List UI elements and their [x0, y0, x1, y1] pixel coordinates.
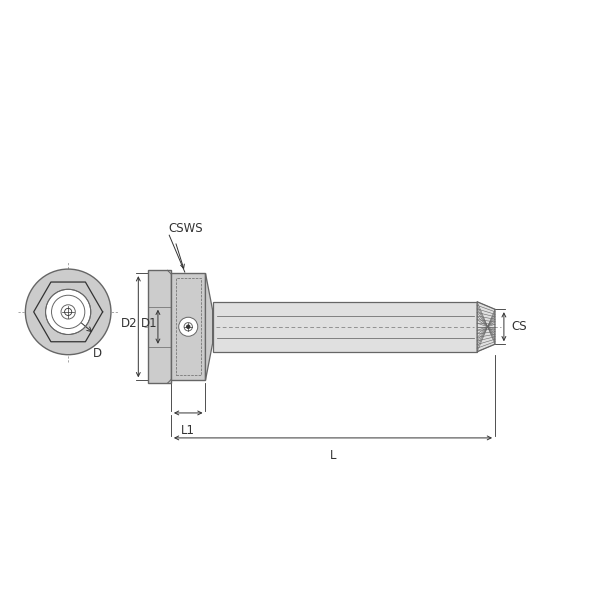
Bar: [171, 273, 205, 380]
Bar: [212, 302, 477, 352]
Circle shape: [25, 269, 111, 355]
Circle shape: [52, 295, 85, 329]
Circle shape: [65, 308, 72, 316]
Bar: [148, 270, 171, 383]
Circle shape: [187, 325, 190, 329]
Text: L: L: [330, 449, 336, 461]
Text: CS: CS: [511, 320, 527, 333]
Bar: [176, 278, 201, 376]
Polygon shape: [205, 273, 212, 380]
Circle shape: [184, 323, 193, 331]
Circle shape: [179, 317, 198, 336]
Text: D1: D1: [141, 317, 158, 330]
Text: L1: L1: [181, 424, 195, 437]
Text: CSWS: CSWS: [168, 221, 203, 235]
Polygon shape: [477, 302, 495, 352]
Text: D2: D2: [121, 317, 137, 330]
Text: D: D: [92, 347, 101, 360]
Circle shape: [46, 289, 91, 334]
Circle shape: [61, 305, 75, 319]
